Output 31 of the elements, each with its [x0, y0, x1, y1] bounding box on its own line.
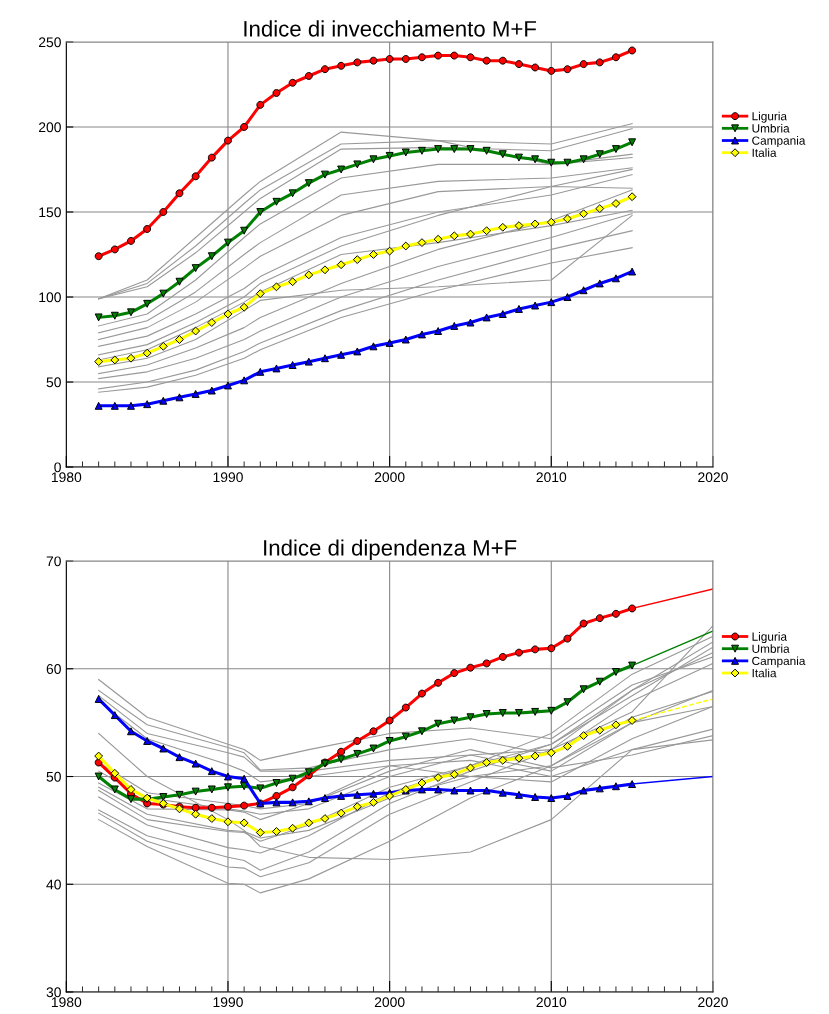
- x-tick-label: 2020: [698, 997, 728, 1008]
- y-tick-label: 50: [46, 377, 61, 388]
- legend-label: Campania: [752, 136, 806, 148]
- legend-label: Liguria: [752, 632, 788, 644]
- x-tick-label: 2010: [536, 472, 567, 483]
- y-tick-label: 50: [46, 771, 61, 782]
- y-tick-label: 70: [46, 556, 61, 567]
- y-tick-label: 60: [46, 664, 61, 674]
- x-tick-label: 1990: [213, 997, 243, 1008]
- x-tick-label: 2010: [536, 997, 567, 1008]
- x-tick-label: 2000: [374, 997, 405, 1008]
- chart-title: Indice di invecchiamento M+F: [244, 20, 537, 37]
- legend-label: Italia: [752, 148, 777, 157]
- chart-title: Indice di dipendenza M+F: [264, 539, 517, 561]
- legend-label: Italia: [752, 668, 777, 678]
- x-tick-label: 1980: [51, 997, 82, 1008]
- x-tick-label: 2000: [374, 472, 405, 483]
- y-tick-label: 250: [38, 37, 61, 48]
- y-tick-label: 150: [39, 207, 61, 218]
- y-tick-label: 100: [39, 292, 61, 303]
- y-tick-label: 200: [38, 122, 61, 133]
- legend-label: Umbria: [752, 123, 790, 133]
- x-tick-label: 2020: [698, 472, 728, 483]
- legend-label: Campania: [752, 656, 806, 668]
- y-tick-label: 30: [46, 987, 61, 998]
- legend-label: Umbria: [752, 644, 790, 653]
- x-tick-label: 1980: [51, 472, 82, 483]
- y-tick-label: 40: [46, 879, 61, 890]
- y-tick-label: 0: [54, 462, 61, 473]
- x-tick-label: 1990: [213, 472, 243, 483]
- legend-label: Liguria: [752, 111, 788, 123]
